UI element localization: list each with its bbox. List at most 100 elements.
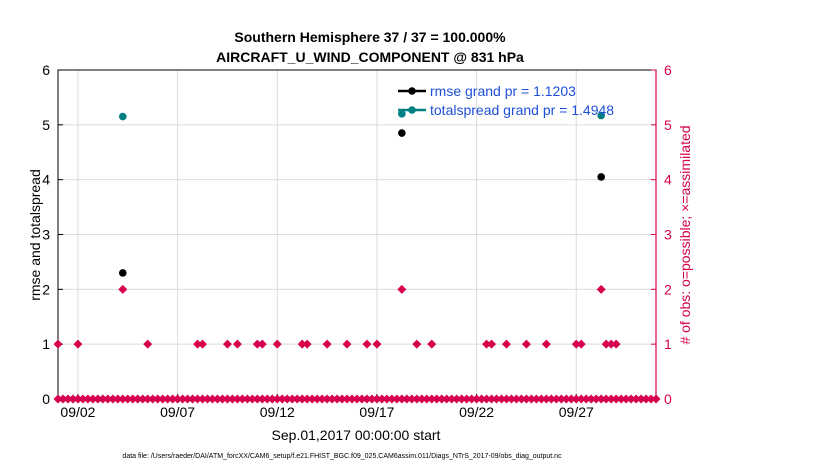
obs-count-point bbox=[482, 394, 492, 404]
right-axis: 0 1 2 3 4 5 6 bbox=[651, 62, 672, 407]
legend-marker-rmse bbox=[408, 87, 416, 95]
obs-count-point bbox=[576, 394, 586, 404]
obs-count-point bbox=[252, 339, 262, 349]
obs-count-point bbox=[217, 394, 227, 404]
obs-count-point bbox=[207, 394, 217, 404]
obs-count-point bbox=[591, 394, 601, 404]
obs-count-point bbox=[367, 394, 377, 404]
obs-count-point bbox=[222, 339, 232, 349]
obs-count-point bbox=[362, 339, 372, 349]
obs-count-point bbox=[237, 394, 247, 404]
obs-count-point bbox=[636, 394, 646, 404]
obs-count-point bbox=[382, 394, 392, 404]
x-tick-label: 09/27 bbox=[559, 404, 594, 420]
obs-count-point bbox=[482, 339, 492, 349]
obs-count-point bbox=[53, 339, 63, 349]
obs-count-point bbox=[526, 394, 536, 404]
chart-title-line1: Southern Hemisphere 37 / 37 = 100.000% bbox=[234, 29, 506, 45]
rmse-point bbox=[398, 129, 406, 137]
obs-count-point bbox=[571, 394, 581, 404]
obs-count-point bbox=[516, 394, 526, 404]
totalspread-point bbox=[118, 112, 127, 121]
obs-count-point bbox=[412, 394, 422, 404]
obs-count-point bbox=[312, 394, 322, 404]
obs-count-point bbox=[447, 394, 457, 404]
obs-count-point bbox=[73, 394, 83, 404]
obs-count-point bbox=[322, 339, 332, 349]
obs-count-point bbox=[551, 394, 561, 404]
y-tick-label-left: 5 bbox=[42, 117, 50, 133]
obs-count-point bbox=[596, 284, 606, 294]
obs-count-point bbox=[272, 339, 282, 349]
obs-count-point bbox=[372, 394, 382, 404]
obs-count-point bbox=[53, 394, 63, 404]
y-tick-label-left: 0 bbox=[42, 391, 50, 407]
obs-count-point bbox=[88, 394, 98, 404]
obs-count-point bbox=[203, 394, 212, 404]
legend-marker-totalspread bbox=[408, 106, 416, 114]
y-tick-label-left: 6 bbox=[42, 62, 50, 78]
obs-count-point bbox=[232, 339, 242, 349]
obs-count-point bbox=[492, 394, 502, 404]
obs-count-point bbox=[506, 394, 516, 404]
obs-count-point bbox=[417, 394, 427, 404]
obs-count-point bbox=[606, 339, 616, 349]
obs-count-point bbox=[93, 394, 103, 404]
obs-count-point bbox=[432, 394, 442, 404]
obs-count-point bbox=[497, 394, 507, 404]
legend-label-totalspread: totalspread grand pr = 1.4948 bbox=[430, 102, 614, 118]
y-axis-label-left: rmse and totalspread bbox=[27, 169, 43, 301]
y-tick-label-left: 3 bbox=[42, 227, 50, 243]
obs-count-point bbox=[342, 394, 352, 404]
obs-count-point bbox=[198, 394, 208, 404]
y-tick-label-right: 5 bbox=[664, 117, 672, 133]
y-tick-label-left: 1 bbox=[42, 336, 50, 352]
obs-count-point bbox=[407, 394, 417, 404]
obs-count-point bbox=[198, 339, 208, 349]
chart-title-line2: AIRCRAFT_U_WIND_COMPONENT @ 831 hPa bbox=[216, 49, 524, 65]
rmse-point bbox=[597, 173, 605, 181]
y-tick-label-left: 4 bbox=[42, 172, 50, 188]
obs-count-point bbox=[462, 394, 472, 404]
obs-count-point bbox=[641, 394, 651, 404]
obs-count-point bbox=[98, 394, 108, 404]
obs-count-point bbox=[322, 394, 332, 404]
obs-count-point bbox=[377, 394, 387, 404]
y-tick-label-right: 6 bbox=[664, 62, 672, 78]
y-axis-label-right: # of obs: o=possible; ×=assimilated bbox=[677, 125, 693, 344]
obs-count-point bbox=[257, 394, 267, 404]
x-axis: 09/02 09/07 09/12 09/17 09/22 09/27 bbox=[60, 394, 594, 420]
obs-count-point bbox=[352, 394, 362, 404]
obs-count-point bbox=[287, 394, 297, 404]
obs-count-point bbox=[422, 394, 432, 404]
obs-count-point bbox=[621, 394, 631, 404]
x-tick-label: 09/22 bbox=[459, 404, 494, 420]
obs-count-point bbox=[128, 394, 138, 404]
y-tick-label-right: 1 bbox=[664, 336, 672, 352]
footer-datafile: data file: /Users/raeder/DAI/ATM_forcXX/… bbox=[122, 453, 562, 460]
obs-count-point bbox=[153, 394, 163, 404]
obs-count-point bbox=[362, 394, 372, 404]
obs-count-point bbox=[337, 394, 347, 404]
obs-count-point bbox=[586, 394, 596, 404]
obs-count-point bbox=[123, 394, 133, 404]
obs-count-point bbox=[257, 339, 267, 349]
obs-count-point bbox=[227, 394, 237, 404]
obs-count-point bbox=[546, 394, 556, 404]
obs-count-point bbox=[188, 394, 198, 404]
obs-count-point bbox=[232, 394, 242, 404]
legend: rmse grand pr = 1.1203 totalspread grand … bbox=[398, 83, 614, 118]
obs-count-point bbox=[452, 394, 462, 404]
obs-count-point bbox=[616, 394, 626, 404]
obs-count-point bbox=[262, 394, 272, 404]
x-tick-label: 09/07 bbox=[160, 404, 195, 420]
obs-count-point bbox=[78, 394, 88, 404]
obs-count-point bbox=[113, 394, 123, 404]
obs-count-point bbox=[437, 394, 447, 404]
obs-count-point bbox=[302, 339, 312, 349]
x-tick-label: 09/02 bbox=[60, 404, 95, 420]
totalspread-point bbox=[398, 110, 406, 118]
obs-count-point bbox=[73, 339, 83, 349]
obs-count-point bbox=[596, 394, 606, 404]
obs-count-point bbox=[212, 394, 222, 404]
